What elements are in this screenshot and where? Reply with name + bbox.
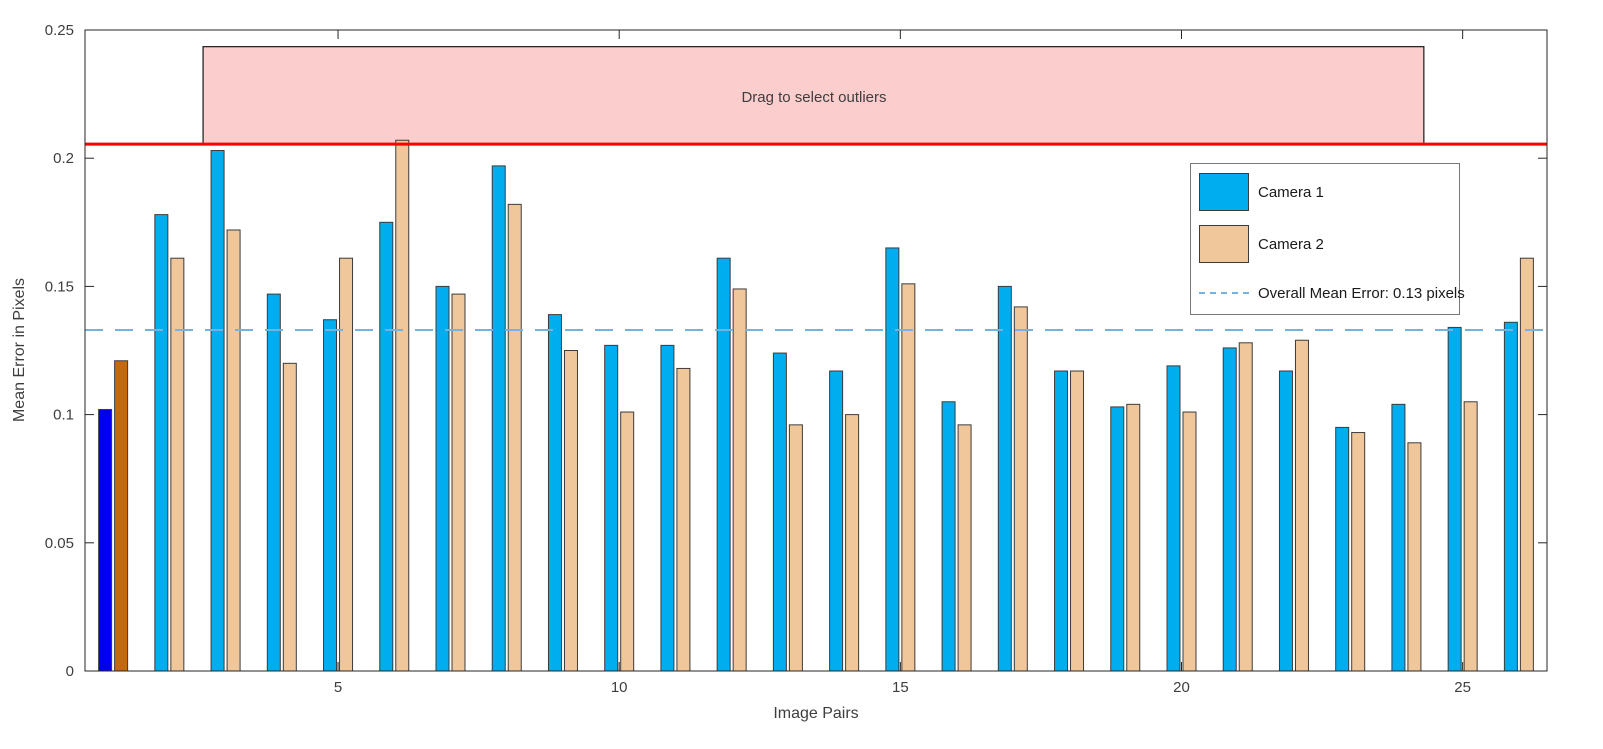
bar-camera1-pair-22[interactable]	[1278, 370, 1293, 672]
bar-camera1-pair-26[interactable]	[1503, 321, 1518, 672]
bar-camera2-pair-3[interactable]	[226, 229, 241, 672]
legend-label-camera2: Camera 2	[1258, 235, 1324, 253]
bar-camera2-pair-22[interactable]	[1294, 339, 1309, 672]
bar-camera2-pair-8[interactable]	[507, 203, 522, 672]
x-tick-label: 5	[334, 679, 342, 696]
bar-camera1-pair-25[interactable]	[1447, 326, 1462, 672]
bar-camera2-pair-23[interactable]	[1351, 432, 1366, 672]
bar-camera2-pair-14[interactable]	[845, 414, 860, 672]
bar-camera1-pair-2[interactable]	[154, 214, 169, 672]
x-tick-label: 25	[1454, 679, 1471, 696]
bar-camera1-pair-12[interactable]	[716, 257, 731, 672]
legend-swatch-camera1	[1199, 173, 1249, 211]
bar-camera1-pair-20[interactable]	[1166, 365, 1181, 672]
bar-camera1-pair-14[interactable]	[829, 370, 844, 672]
legend-item-camera2: Camera 2	[1199, 225, 1453, 263]
y-tick-label: 0.05	[45, 535, 74, 552]
y-tick-label: 0.15	[45, 278, 74, 295]
y-tick-label: 0.1	[53, 407, 74, 424]
legend-item-mean-error: Overall Mean Error: 0.13 pixels	[1199, 274, 1465, 312]
bar-camera1-pair-11[interactable]	[660, 344, 675, 672]
bar-camera1-pair-5[interactable]	[323, 319, 338, 672]
bar-camera2-pair-13[interactable]	[788, 424, 803, 672]
bar-camera1-pair-23[interactable]	[1335, 426, 1350, 672]
bar-camera1-pair-18[interactable]	[1054, 370, 1069, 672]
bar-camera2-pair-18[interactable]	[1070, 370, 1085, 672]
x-axis-label: Image Pairs	[773, 705, 859, 722]
bar-camera2-pair-19[interactable]	[1126, 403, 1141, 672]
bar-camera2-pair-10[interactable]	[620, 411, 635, 672]
bar-camera2-pair-2[interactable]	[170, 257, 185, 672]
bar-camera2-pair-11[interactable]	[676, 367, 691, 672]
plot-border	[84, 29, 1548, 672]
bar-camera2-pair-24[interactable]	[1407, 442, 1422, 672]
x-tick-label: 10	[611, 679, 628, 696]
y-tick-label: 0	[66, 663, 74, 680]
bar-camera2-pair-25[interactable]	[1463, 401, 1478, 672]
bar-camera1-pair-21[interactable]	[1222, 347, 1237, 672]
x-tick-label: 20	[1173, 679, 1190, 696]
y-tick-label: 0.2	[53, 150, 74, 167]
legend-label-camera1: Camera 1	[1258, 183, 1324, 201]
bar-camera1-pair-1[interactable]	[98, 408, 113, 672]
bar-camera1-pair-3[interactable]	[210, 150, 225, 672]
legend-item-camera1: Camera 1	[1199, 173, 1453, 211]
bar-camera2-pair-17[interactable]	[1013, 306, 1028, 672]
y-axis-label: Mean Error in Pixels	[11, 277, 28, 423]
bar-camera1-pair-6[interactable]	[379, 221, 394, 672]
bar-camera1-pair-7[interactable]	[435, 285, 450, 672]
bar-camera1-pair-19[interactable]	[1110, 406, 1125, 672]
bar-camera2-pair-7[interactable]	[451, 293, 466, 672]
bar-camera2-pair-20[interactable]	[1182, 411, 1197, 672]
outlier-selection-region[interactable]	[202, 46, 1425, 145]
x-tick-label: 15	[892, 679, 909, 696]
bar-camera2-pair-4[interactable]	[282, 362, 297, 672]
bar-camera1-pair-24[interactable]	[1391, 403, 1406, 672]
bar-camera2-pair-12[interactable]	[732, 288, 747, 672]
bar-camera1-pair-13[interactable]	[772, 352, 787, 672]
y-tick-label: 0.25	[45, 22, 74, 39]
bar-camera1-pair-17[interactable]	[997, 285, 1012, 672]
bar-camera2-pair-26[interactable]	[1519, 257, 1534, 672]
legend-label-mean-error: Overall Mean Error: 0.13 pixels	[1258, 284, 1465, 302]
bar-camera2-pair-16[interactable]	[957, 424, 972, 672]
bar-camera1-pair-16[interactable]	[941, 401, 956, 672]
bar-camera2-pair-1[interactable]	[114, 360, 129, 672]
bar-camera1-pair-10[interactable]	[604, 344, 619, 672]
bar-camera1-pair-15[interactable]	[885, 247, 900, 672]
bar-camera1-pair-8[interactable]	[491, 165, 506, 672]
selection-region-label: Drag to select outliers	[741, 89, 886, 106]
bar-camera2-pair-15[interactable]	[901, 283, 916, 672]
bar-camera2-pair-9[interactable]	[563, 350, 578, 672]
mean-error-dash-icon	[1199, 292, 1249, 294]
legend[interactable]: Camera 1 Camera 2 Overall Mean Error: 0.…	[1190, 163, 1465, 315]
bar-camera1-pair-9[interactable]	[547, 314, 562, 672]
legend-swatch-camera2	[1199, 225, 1249, 263]
bar-camera2-pair-21[interactable]	[1238, 342, 1253, 672]
bar-camera2-pair-6[interactable]	[395, 139, 410, 672]
bar-camera1-pair-4[interactable]	[266, 293, 281, 672]
bar-camera2-pair-5[interactable]	[339, 257, 354, 672]
